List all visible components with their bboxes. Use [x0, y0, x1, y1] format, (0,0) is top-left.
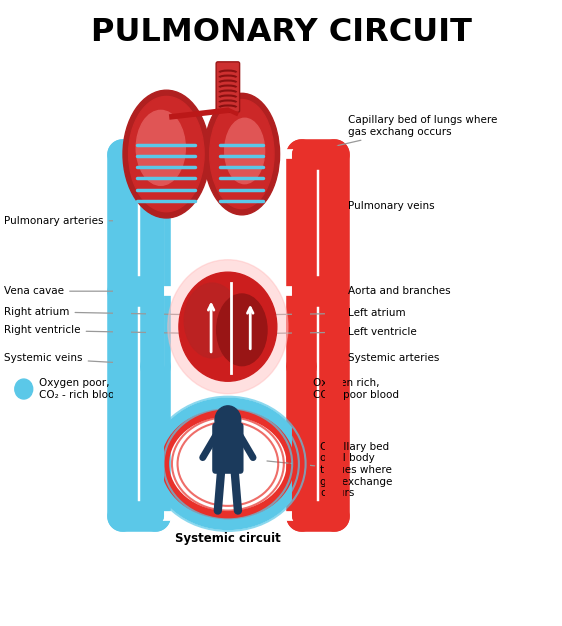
Text: Pulmonary arteries: Pulmonary arteries	[4, 216, 119, 226]
Text: Systemic veins: Systemic veins	[4, 354, 119, 364]
FancyBboxPatch shape	[216, 62, 239, 112]
Text: Systemic arteries: Systemic arteries	[337, 354, 439, 364]
Text: Vena cavae: Vena cavae	[4, 286, 119, 296]
Ellipse shape	[217, 294, 267, 366]
Text: Oxygen rich,
CO₂ - poor blood: Oxygen rich, CO₂ - poor blood	[314, 378, 400, 400]
Text: PULMONARY CIRCUIT: PULMONARY CIRCUIT	[90, 17, 472, 48]
Ellipse shape	[136, 110, 185, 185]
Text: Capillary bed of lungs where
gas exchang occurs: Capillary bed of lungs where gas exchang…	[303, 115, 497, 153]
Ellipse shape	[123, 90, 210, 218]
Ellipse shape	[129, 96, 204, 212]
Ellipse shape	[204, 93, 280, 215]
Circle shape	[143, 278, 161, 298]
Circle shape	[289, 379, 307, 399]
Circle shape	[215, 406, 241, 434]
Text: Left atrium: Left atrium	[256, 308, 406, 318]
Text: Systemic circuit: Systemic circuit	[175, 532, 281, 545]
Circle shape	[15, 379, 33, 399]
Text: Left ventricle: Left ventricle	[259, 327, 417, 337]
Ellipse shape	[168, 260, 288, 394]
Text: Right atrium: Right atrium	[4, 307, 197, 317]
Text: Pulmonary veins: Pulmonary veins	[337, 201, 435, 211]
Text: Aorta and branches: Aorta and branches	[337, 286, 451, 296]
Text: Right ventricle: Right ventricle	[4, 326, 200, 336]
Text: Oxygen poor,
CO₂ - rich blood: Oxygen poor, CO₂ - rich blood	[39, 378, 121, 400]
Ellipse shape	[225, 118, 265, 183]
Ellipse shape	[179, 272, 277, 381]
Ellipse shape	[184, 283, 240, 358]
Text: Capillary bed
of all body
tissues where
gas exchange
occurs: Capillary bed of all body tissues where …	[267, 442, 392, 498]
Ellipse shape	[210, 100, 274, 208]
FancyBboxPatch shape	[212, 423, 243, 474]
